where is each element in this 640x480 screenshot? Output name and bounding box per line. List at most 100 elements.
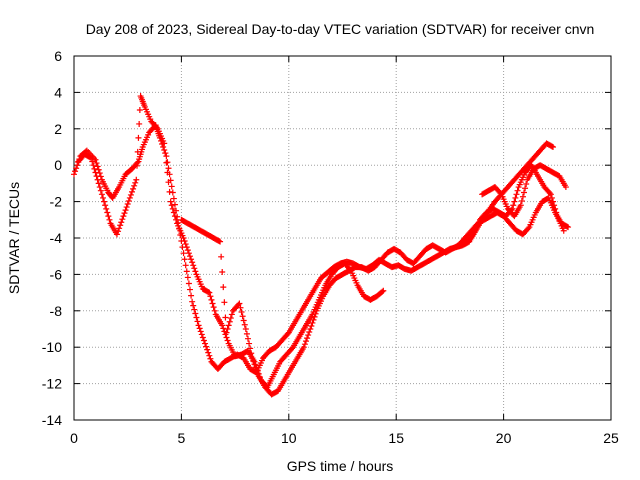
data-point [518,197,525,204]
data-point [92,169,99,176]
y-tick-label: -8 [50,303,63,319]
x-tick-label: 20 [496,430,512,446]
data-point [248,350,255,357]
data-point [171,201,178,208]
data-point [164,169,171,176]
data-point [563,223,570,230]
data-point [173,216,180,223]
data-point [550,198,557,205]
data-point [96,184,103,191]
data-point [512,194,519,201]
data-point [197,328,204,335]
data-point [165,179,172,186]
data-point [251,361,258,368]
data-point [189,298,196,305]
data-point [181,256,188,263]
data-point [95,180,102,187]
data-point [223,329,230,336]
data-point [517,202,524,209]
data-point [102,202,109,209]
data-point [194,318,201,325]
data-point [308,322,315,329]
data-point [96,170,103,177]
data-point [199,334,206,341]
data-point [169,189,176,196]
data-point [183,268,190,275]
data-point [309,319,316,326]
x-axis-ticks: 0 5 10 15 20 25 [70,56,619,446]
data-point [93,160,100,167]
data-point [244,335,251,342]
series-track-b [75,93,387,391]
data-point [522,185,529,192]
data-point [190,262,197,269]
data-point [192,268,199,275]
data-point [193,314,200,321]
data-point [134,162,141,169]
data-point [379,288,386,295]
data-point [190,302,197,309]
data-point [521,189,528,196]
data-point [203,343,210,350]
data-point [553,209,560,216]
data-point [254,370,261,377]
data-point [136,120,143,127]
data-point [162,150,169,157]
data-point [125,197,132,204]
data-point [98,191,105,198]
data-point [94,163,101,170]
y-tick-label: 6 [54,48,62,64]
data-point [133,176,140,183]
data-point [225,322,232,329]
data-point [182,262,189,269]
data-point [191,265,198,272]
data-point [123,204,130,211]
data-point [226,318,233,325]
data-point [227,315,234,322]
data-point [469,232,476,239]
data-point [131,182,138,189]
x-tick-label: 10 [281,430,297,446]
data-point [106,216,113,223]
data-point [220,325,227,332]
data-point [247,345,254,352]
data-point [115,228,122,235]
data-point [241,321,248,328]
data-point [552,205,559,212]
data-point [550,144,557,150]
y-tick-label: -12 [42,376,62,392]
data-point [217,238,224,245]
data-point [211,307,218,314]
data-point [207,355,214,362]
data-point [189,259,196,266]
data-point [186,253,193,260]
data-point [92,156,99,163]
data-point [170,209,177,216]
data-point [301,341,308,348]
data-point [252,364,259,371]
chart-title: Day 208 of 2023, Sidereal Day-to-day VTE… [86,21,595,37]
data-point [182,241,189,248]
data-point [513,191,520,198]
data-point [104,209,111,216]
data-point [161,140,168,147]
data-point [202,340,209,347]
data-point [312,310,319,317]
data-point [163,159,170,166]
data-point [511,198,518,205]
data-point [215,238,222,245]
data-point [523,181,530,188]
data-point [210,304,217,311]
data-point [136,106,143,113]
data-point [124,201,131,208]
data-point [219,268,226,275]
data-point [204,346,211,353]
data-point [113,231,120,238]
data-point [242,326,249,332]
data-point [87,154,94,161]
data-point [183,244,190,251]
data-point [519,193,526,200]
x-tick-label: 0 [70,430,78,446]
data-point [168,202,175,209]
data-point [220,284,227,291]
